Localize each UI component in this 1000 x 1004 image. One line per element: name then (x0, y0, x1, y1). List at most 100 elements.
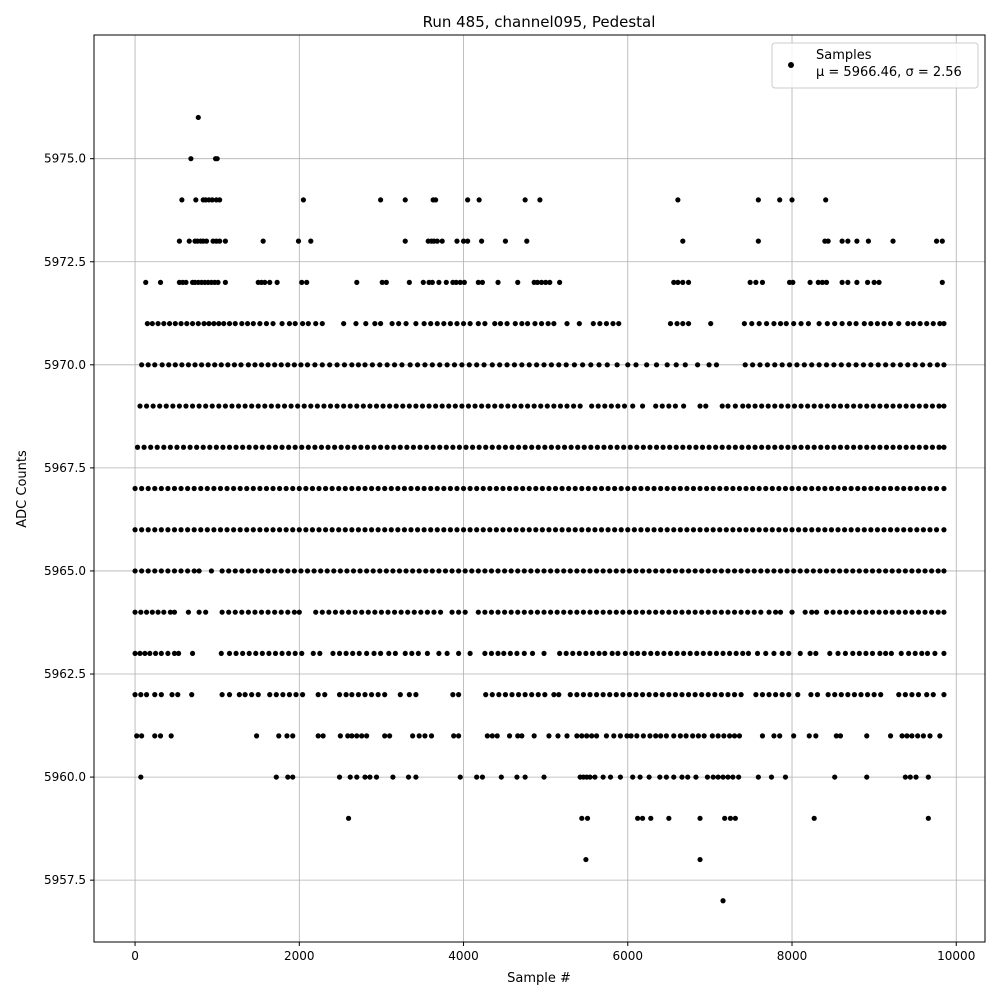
data-point (684, 485, 690, 492)
data-point (904, 733, 910, 739)
data-point (924, 692, 930, 698)
data-point (712, 609, 718, 615)
data-point (779, 362, 785, 368)
data-point (180, 444, 187, 450)
data-point (278, 568, 284, 574)
data-point (851, 692, 858, 698)
data-point (759, 733, 766, 739)
data-point (547, 609, 554, 615)
data-point (329, 485, 335, 492)
data-point (646, 692, 652, 698)
data-point (633, 692, 639, 698)
data-point (272, 362, 278, 368)
data-point (511, 362, 518, 368)
data-point (295, 403, 301, 409)
data-point (539, 527, 545, 533)
data-point (292, 650, 298, 657)
data-point (446, 403, 452, 409)
data-point (612, 485, 618, 492)
data-point (600, 774, 606, 780)
data-point (270, 485, 276, 492)
data-point (441, 485, 447, 492)
x-tick-label: 8000 (777, 949, 808, 963)
data-point (685, 609, 692, 615)
data-point (475, 568, 481, 574)
data-point (250, 527, 256, 533)
data-point (237, 527, 243, 533)
data-point (529, 692, 535, 698)
data-point (139, 485, 145, 492)
data-point (782, 527, 789, 533)
data-point (731, 568, 738, 574)
data-point (341, 362, 348, 368)
data-point (362, 362, 368, 368)
data-point (309, 485, 316, 492)
data-point (457, 279, 463, 285)
data-point (375, 485, 381, 492)
data-point (754, 650, 761, 657)
data-point (777, 568, 784, 574)
data-point (186, 238, 192, 244)
data-point (298, 362, 304, 368)
data-point (771, 733, 777, 739)
data-point (513, 485, 519, 492)
data-point (218, 650, 224, 657)
data-point (423, 568, 429, 574)
data-point (742, 362, 748, 368)
data-point (809, 527, 815, 533)
data-point (607, 609, 613, 615)
data-point (910, 403, 916, 409)
data-point (561, 568, 567, 574)
data-point (589, 403, 595, 409)
data-point (332, 609, 339, 615)
data-point (192, 362, 198, 368)
data-point (896, 609, 902, 615)
data-point (496, 444, 502, 450)
data-point (158, 485, 164, 492)
data-point (779, 650, 785, 657)
data-point (436, 568, 442, 574)
data-point (521, 568, 527, 574)
data-point (869, 609, 876, 615)
data-point (212, 362, 218, 368)
data-point (345, 609, 352, 615)
data-point (179, 362, 185, 368)
data-point (675, 197, 681, 203)
data-point (907, 485, 913, 492)
data-point (515, 279, 521, 285)
data-point (320, 733, 326, 739)
data-point (359, 733, 365, 739)
data-point (165, 568, 171, 574)
data-point (388, 485, 394, 492)
data-point (658, 527, 664, 533)
data-point (755, 197, 761, 203)
data-point (367, 774, 373, 780)
data-point (608, 403, 614, 409)
data-point (658, 485, 664, 492)
data-point (631, 527, 637, 533)
data-point (316, 527, 322, 533)
data-point (637, 774, 643, 780)
data-point (639, 692, 646, 698)
data-point (850, 650, 856, 657)
data-point (170, 403, 176, 409)
data-point (142, 650, 148, 657)
data-point (823, 609, 830, 615)
data-point (659, 609, 665, 615)
data-point (920, 733, 927, 739)
data-point (474, 485, 480, 492)
data-point (165, 485, 171, 492)
data-point (912, 362, 918, 368)
data-point (501, 568, 508, 574)
data-point (318, 444, 325, 450)
data-point (189, 320, 196, 327)
data-point (941, 609, 947, 615)
data-point (474, 362, 480, 368)
data-point (272, 568, 278, 574)
data-point (854, 238, 860, 244)
data-point (456, 692, 462, 698)
data-point (138, 692, 144, 698)
data-point (279, 444, 285, 450)
data-point (864, 692, 871, 698)
data-point (334, 403, 340, 409)
